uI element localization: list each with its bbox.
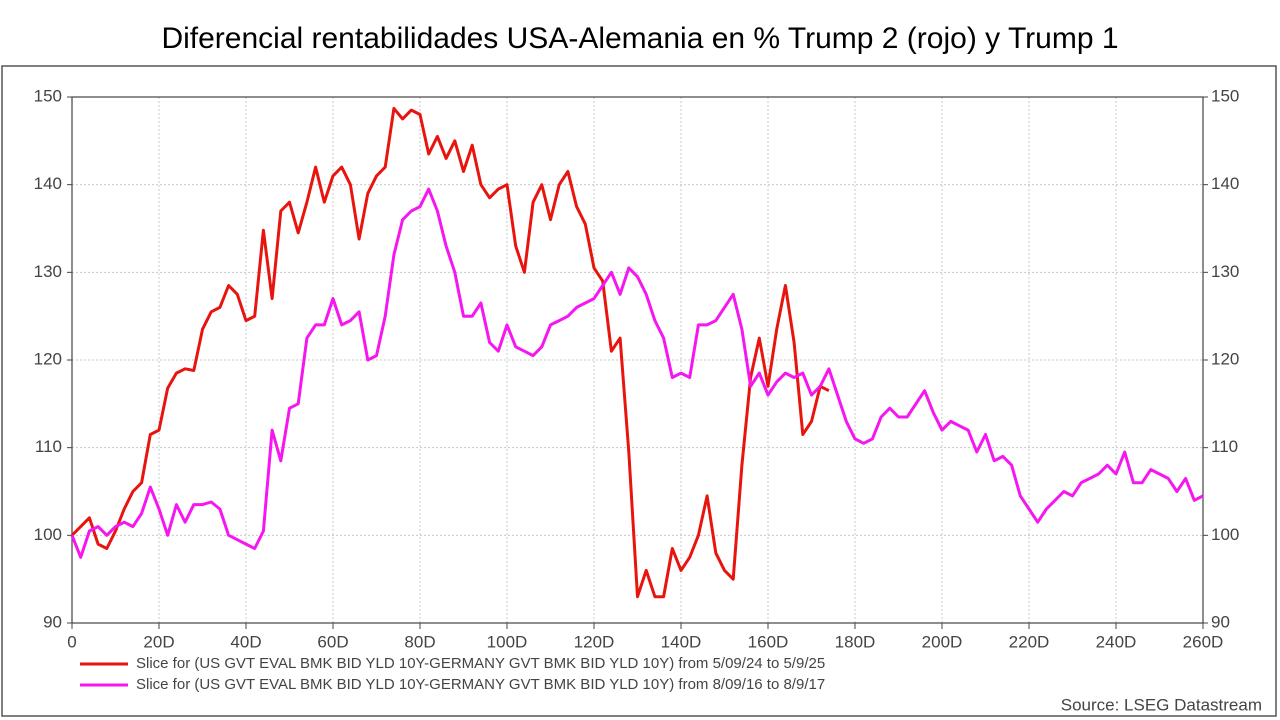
y2-tick-label: 120 [1211, 349, 1239, 368]
legend-label: Slice for (US GVT EVAL BMK BID YLD 10Y-G… [136, 655, 825, 672]
x-tick-label: 160D [748, 632, 789, 651]
x-tick-label: 100D [487, 632, 528, 651]
x-tick-label: 120D [574, 632, 615, 651]
y-tick-label: 130 [34, 262, 62, 281]
y-tick-label: 150 [34, 86, 62, 105]
x-tick-label: 0 [67, 632, 76, 651]
x-tick-label: 140D [661, 632, 702, 651]
y-tick-label: 100 [34, 525, 62, 544]
chart-title: Diferencial rentabilidades USA-Alemania … [161, 22, 1118, 55]
y2-tick-label: 130 [1211, 262, 1239, 281]
y2-tick-label: 90 [1211, 612, 1230, 631]
x-tick-label: 20D [143, 632, 174, 651]
x-tick-label: 240D [1096, 632, 1137, 651]
y-tick-label: 140 [34, 174, 62, 193]
x-tick-label: 220D [1009, 632, 1050, 651]
y-tick-label: 110 [35, 437, 62, 456]
series-line [70, 106, 830, 599]
x-tick-label: 40D [230, 632, 261, 651]
x-tick-label: 80D [404, 632, 435, 651]
chart-frame [1, 65, 1277, 717]
x-tick-label: 180D [835, 632, 876, 651]
x-tick-label: 260D [1183, 632, 1224, 651]
x-tick-label: 200D [922, 632, 963, 651]
y2-tick-label: 110 [1211, 437, 1238, 456]
source: Source: LSEG Datastream [1061, 695, 1262, 714]
y-tick-label: 90 [43, 612, 62, 631]
y-tick-label: 120 [34, 349, 62, 368]
x-tick-label: 60D [317, 632, 348, 651]
y2-tick-label: 150 [1211, 86, 1239, 105]
y2-tick-label: 100 [1211, 525, 1239, 544]
plot-frame [71, 96, 1204, 624]
series-line [70, 187, 1204, 559]
legend-label: Slice for (US GVT EVAL BMK BID YLD 10Y-G… [136, 676, 825, 693]
y2-tick-label: 140 [1211, 174, 1239, 193]
